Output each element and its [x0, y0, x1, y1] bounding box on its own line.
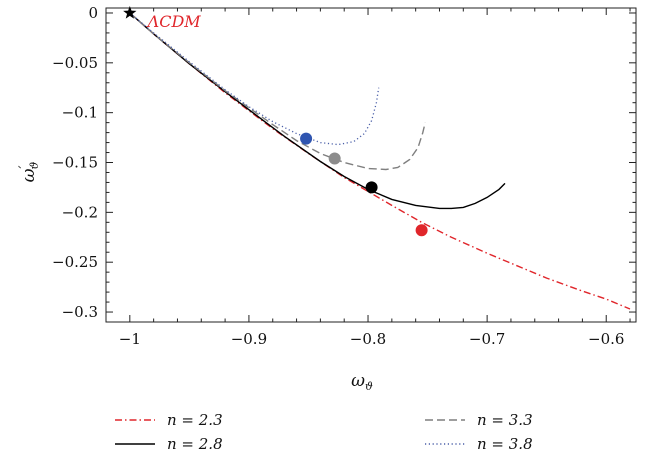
y-tick-label: −0.05	[52, 54, 98, 72]
series-marker-2	[365, 181, 378, 194]
series-marker-4	[300, 132, 313, 145]
x-tick-label: −0.7	[469, 330, 505, 348]
series-marker-1	[415, 224, 428, 237]
y-tick-label: 0	[88, 4, 98, 22]
y-axis-title: ω′ϑ	[17, 162, 41, 183]
x-axis-title: ωϑ	[351, 371, 373, 393]
legend: n = 2.3 n = 2.8 n = 3.3 n = 3.8	[115, 411, 533, 453]
series-line-1	[129, 12, 631, 310]
lcdm-annotation: ΛCDM	[146, 12, 202, 31]
tick-labels: −1 −0.9 −0.8 −0.7 −0.6 0 −0.05 −0.1 −0.15 −0.2 −0.…	[52, 4, 624, 348]
x-tick-label: −0.8	[350, 330, 386, 348]
series-lines	[129, 12, 631, 310]
lcdm-star-marker	[123, 5, 137, 19]
x-tick-label: −1	[119, 330, 141, 348]
x-tick-label: −0.9	[231, 330, 267, 348]
legend-label-2: n = 2.8	[167, 435, 223, 453]
series-line-2	[129, 12, 506, 210]
y-tick-label: −0.25	[52, 253, 98, 271]
markers	[123, 5, 428, 237]
y-tick-label: −0.15	[52, 154, 98, 172]
legend-label-1: n = 2.3	[167, 411, 223, 429]
series-marker-3	[328, 152, 341, 165]
y-tick-label: −0.1	[62, 104, 98, 122]
y-tick-label: −0.2	[62, 203, 98, 221]
x-tick-label: −0.6	[588, 330, 624, 348]
plot-frame	[105, 7, 637, 323]
y-tick-label: −0.3	[62, 303, 98, 321]
legend-label-3: n = 3.3	[477, 411, 533, 429]
series-line-4	[129, 12, 380, 146]
ticks	[105, 8, 636, 323]
legend-label-4: n = 3.8	[477, 435, 533, 453]
series-line-3	[129, 12, 426, 171]
